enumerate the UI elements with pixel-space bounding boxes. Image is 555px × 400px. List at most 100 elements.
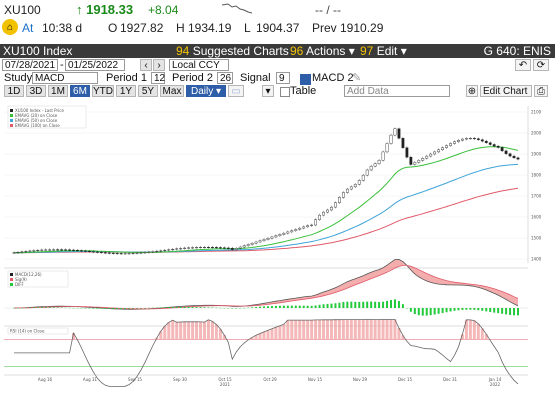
edit-chart-button[interactable]: Edit Chart	[480, 85, 532, 97]
legend-entry: DIFF	[15, 282, 25, 287]
candle-body	[143, 252, 147, 254]
refresh-icon[interactable]: ⟳	[533, 59, 549, 71]
study-select[interactable]: MACD	[32, 72, 98, 84]
undo-icon[interactable]: ↶	[515, 59, 531, 71]
zoom-icon[interactable]: ⊕	[466, 85, 478, 97]
legend-box	[7, 327, 69, 335]
histogram-bar	[195, 307, 198, 308]
histogram-bar	[314, 305, 317, 308]
candle-body	[238, 246, 242, 249]
candle-body	[445, 145, 448, 148]
candle-body	[211, 247, 214, 249]
histogram-bar	[445, 308, 448, 313]
rsi-panel: RSI (14) on Close	[4, 319, 528, 387]
price-tick-label: 2100	[531, 110, 542, 115]
chevron-down-icon[interactable]: ▾	[262, 85, 274, 97]
candle-body	[449, 143, 452, 146]
candle-body	[159, 250, 163, 252]
histogram-bar	[175, 307, 178, 308]
candle-body	[326, 209, 329, 213]
end-date-input[interactable]: 01/25/2022	[65, 59, 125, 71]
histogram-bar	[286, 305, 289, 308]
histogram-bar	[350, 301, 353, 308]
histogram-bar	[374, 301, 377, 308]
candle-body	[389, 134, 393, 144]
histogram-bar	[251, 307, 254, 308]
period2-input[interactable]: 26	[217, 72, 233, 84]
start-date-input[interactable]: 07/28/2021	[2, 59, 58, 71]
frequency-select[interactable]: Daily ▾	[186, 85, 226, 97]
candle-body	[242, 245, 246, 248]
candle-body	[298, 227, 302, 230]
histogram-bar	[386, 300, 389, 308]
range-1m[interactable]: 1M	[48, 85, 68, 97]
line-style-icon[interactable]: ▭	[228, 85, 244, 97]
menu-edit[interactable]: 97 Edit ▾	[360, 44, 407, 58]
candle-body	[322, 211, 325, 216]
range-1d[interactable]: 1D	[4, 85, 24, 97]
candle-body	[417, 160, 421, 163]
range-max[interactable]: Max	[160, 85, 184, 97]
candle-body	[361, 174, 365, 181]
next-period-button[interactable]: ›	[153, 59, 165, 71]
candle-body	[512, 155, 516, 159]
candle-body	[341, 192, 345, 198]
candle-body	[258, 240, 262, 243]
histogram-bar	[517, 308, 519, 316]
range-6m[interactable]: 6M	[70, 85, 90, 97]
histogram-bar	[290, 305, 293, 308]
candle-body	[254, 241, 258, 244]
histogram-bar	[481, 308, 484, 311]
histogram-bar	[485, 308, 488, 312]
candle-body	[222, 247, 226, 249]
histogram-bar	[274, 305, 277, 308]
currency-select[interactable]: Local CCY	[169, 59, 229, 71]
range-3d[interactable]: 3D	[26, 85, 46, 97]
candle-body	[151, 251, 155, 253]
signal-input[interactable]: 9	[276, 72, 290, 84]
legend-entry: EMAVG (100) on Close	[15, 123, 60, 128]
histogram-bar	[179, 306, 182, 308]
candle-body	[270, 236, 274, 239]
histogram-bar	[163, 307, 166, 308]
menu-actions[interactable]: 96 Actions ▾	[290, 44, 355, 58]
candle-body	[171, 249, 175, 251]
price-tick-label: 1500	[531, 236, 542, 241]
print-icon[interactable]: ⎙	[534, 85, 548, 97]
x-axis: Aug 16 Aug 31 Sep 15 Sep 30 Oct 15 Oct 29 Nov …	[4, 374, 528, 387]
candles	[12, 127, 520, 255]
candle-body	[44, 249, 48, 251]
candle-body	[48, 249, 52, 251]
menu-suggested-charts[interactable]: 94 Suggested Charts	[176, 44, 289, 58]
candle-body	[433, 151, 437, 155]
price-y-axis: 1400 1500 1600 1700 1800 1900 2000 2100	[531, 110, 542, 262]
menu-label: Edit ▾	[376, 44, 407, 58]
range-row: 1D 3D 1M 6M YTD 1Y 5Y Max Daily ▾ ▭ ▾ Ta…	[0, 85, 555, 98]
period1-input[interactable]: 12	[151, 72, 165, 84]
histogram-bar	[497, 308, 500, 314]
candle-body	[91, 251, 95, 253]
candle-body	[226, 247, 230, 249]
legend-swatch	[10, 278, 13, 281]
candle-body	[278, 234, 282, 236]
candle-body	[330, 206, 333, 211]
legend-entry: EMAVG (50) on Close	[15, 118, 58, 123]
prev-period-button[interactable]: ‹	[140, 59, 152, 71]
candle-body	[68, 249, 71, 251]
high-value: 1934.19	[188, 21, 232, 35]
candle-body	[103, 252, 107, 254]
range-5y[interactable]: 5Y	[138, 85, 158, 97]
range-1y[interactable]: 1Y	[116, 85, 136, 97]
x-year-label: 2021	[220, 382, 231, 387]
candle-body	[441, 147, 444, 151]
candle-body	[349, 186, 353, 190]
pencil-icon[interactable]: ✎	[352, 72, 362, 84]
add-data-input[interactable]: Add Data	[344, 85, 450, 97]
range-ytd[interactable]: YTD	[92, 85, 114, 97]
macd2-checkbox[interactable]	[300, 74, 311, 85]
histogram-bar	[465, 308, 468, 310]
histogram-bar	[108, 308, 111, 309]
table-checkbox[interactable]	[280, 87, 290, 97]
